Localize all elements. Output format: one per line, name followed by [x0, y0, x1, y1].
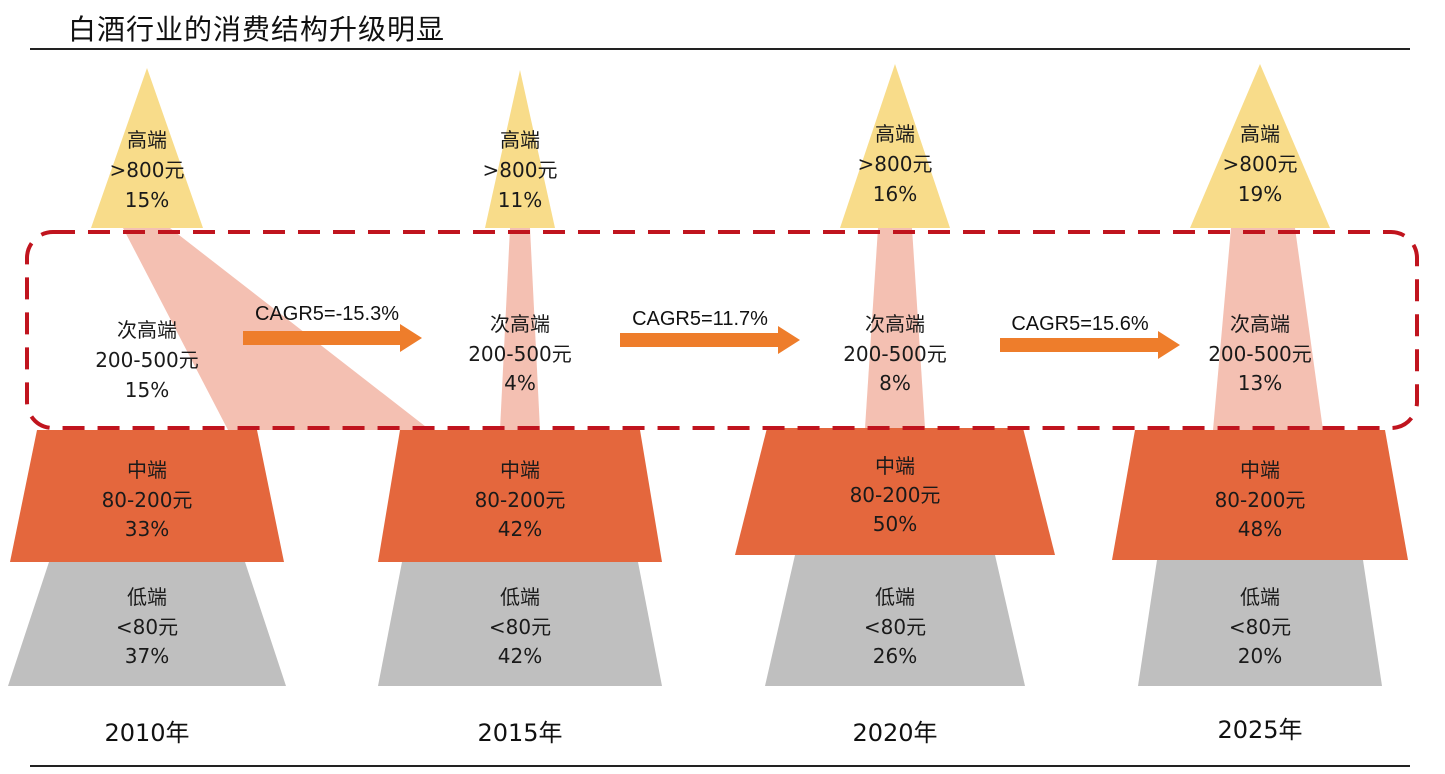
mid-tier-name: 中端	[1240, 458, 1280, 482]
low-tier-price: <80元	[864, 615, 926, 639]
low-tier-block	[378, 562, 662, 686]
mid-tier-pct: 50%	[873, 512, 917, 536]
subhigh-tier-pct: 15%	[125, 378, 169, 402]
subhigh-tier-block	[865, 228, 925, 428]
growth-arrow	[620, 326, 800, 354]
subhigh-tier-pct: 13%	[1238, 371, 1282, 395]
high-tier-block	[485, 70, 555, 228]
subhigh-tier-price: 200-500元	[468, 342, 572, 366]
low-tier-block	[8, 562, 286, 686]
mid-tier-price: 80-200元	[102, 488, 193, 512]
mid-tier-pct: 33%	[125, 517, 169, 541]
high-tier-price: >800元	[1223, 152, 1298, 176]
low-tier-price: <80元	[116, 615, 178, 639]
subhigh-tier-name: 次高端	[117, 318, 177, 342]
mid-tier-pct: 48%	[1238, 517, 1282, 541]
high-tier-pct: 11%	[498, 188, 542, 212]
cagr-label: CAGR5=11.7%	[632, 308, 768, 330]
cagr-label: CAGR5=15.6%	[1011, 313, 1149, 335]
year-label: 2010年	[104, 719, 189, 747]
mid-tier-pct: 42%	[498, 517, 542, 541]
mid-tier-name: 中端	[127, 458, 167, 482]
high-tier-name: 高端	[127, 128, 167, 152]
mid-tier-name: 中端	[875, 454, 915, 478]
subhigh-tier-price: 200-500元	[95, 348, 199, 372]
high-tier-price: >800元	[110, 158, 185, 182]
low-tier-pct: 20%	[1238, 644, 1282, 668]
low-tier-name: 低端	[500, 585, 540, 609]
subhigh-tier-name: 次高端	[1230, 312, 1290, 336]
mid-tier-block	[10, 430, 284, 562]
subhigh-tier-price: 200-500元	[843, 342, 947, 366]
mid-tier-price: 80-200元	[1215, 488, 1306, 512]
high-tier-block	[1190, 64, 1330, 228]
high-tier-block	[840, 64, 950, 228]
top-divider	[30, 48, 1410, 50]
low-tier-block	[765, 555, 1025, 686]
mid-tier-block	[378, 430, 662, 562]
mid-tier-price: 80-200元	[475, 488, 566, 512]
mid-tier-block	[735, 428, 1055, 555]
year-label: 2015年	[477, 719, 562, 747]
year-label: 2025年	[1217, 716, 1302, 744]
mid-tier-price: 80-200元	[850, 483, 941, 507]
growth-arrow	[243, 324, 422, 352]
mid-tier-block	[1112, 430, 1408, 560]
page-title: 白酒行业的消费结构升级明显	[68, 13, 446, 46]
growth-arrow	[1000, 331, 1180, 359]
low-tier-block	[1138, 560, 1382, 686]
low-tier-pct: 26%	[873, 644, 917, 668]
high-tier-pct: 19%	[1238, 182, 1282, 206]
subhigh-tier-pct: 8%	[879, 371, 911, 395]
mid-tier-name: 中端	[500, 458, 540, 482]
cagr-label: CAGR5=-15.3%	[255, 303, 399, 325]
subhigh-tier-price: 200-500元	[1208, 342, 1312, 366]
low-tier-name: 低端	[1240, 585, 1280, 609]
high-tier-pct: 16%	[873, 182, 917, 206]
low-tier-price: <80元	[489, 615, 551, 639]
bottom-divider	[30, 765, 1410, 767]
low-tier-price: <80元	[1229, 615, 1291, 639]
low-tier-name: 低端	[875, 585, 915, 609]
high-tier-block	[91, 68, 203, 228]
subhigh-tier-block	[123, 228, 430, 430]
high-tier-name: 高端	[1240, 122, 1280, 146]
low-tier-pct: 42%	[498, 644, 542, 668]
high-tier-name: 高端	[875, 122, 915, 146]
high-tier-price: >800元	[858, 152, 933, 176]
subhigh-highlight-frame	[25, 230, 1419, 430]
low-tier-name: 低端	[127, 585, 167, 609]
high-tier-price: >800元	[483, 158, 558, 182]
subhigh-tier-name: 次高端	[865, 312, 925, 336]
low-tier-pct: 37%	[125, 644, 169, 668]
subhigh-tier-pct: 4%	[504, 371, 536, 395]
year-label: 2020年	[852, 719, 937, 747]
high-tier-name: 高端	[500, 128, 540, 152]
subhigh-tier-name: 次高端	[490, 312, 550, 336]
subhigh-tier-block	[500, 228, 540, 430]
subhigh-tier-block	[1213, 228, 1323, 430]
high-tier-pct: 15%	[125, 188, 169, 212]
